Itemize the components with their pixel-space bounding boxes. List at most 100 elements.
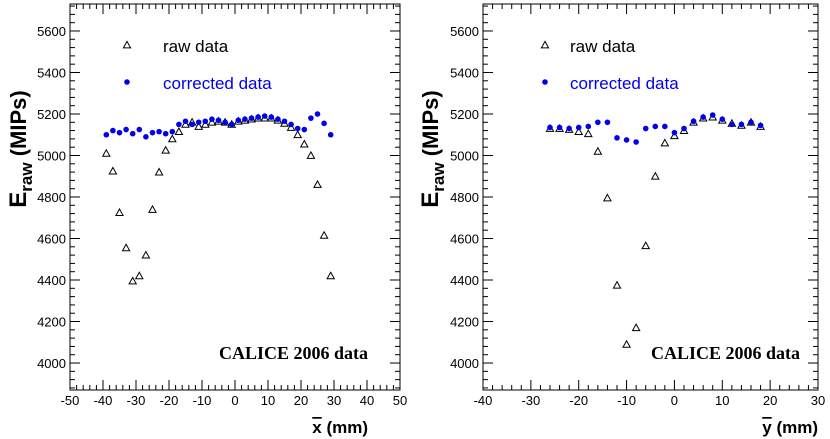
y-tick-label: 4200 <box>450 315 479 330</box>
x-tick-label: -10 <box>617 393 636 408</box>
data-point-corrected <box>308 115 314 121</box>
data-point-raw <box>631 323 641 332</box>
data-point-corrected <box>321 120 327 127</box>
data-point-raw <box>174 126 184 136</box>
data-point-corrected <box>604 119 611 126</box>
data-point-corrected <box>261 113 268 119</box>
chart-panel-1: -50 -40 -30 -20 -10 0 10 20 30 40 50 4000 4200 4400 46… <box>5 3 407 437</box>
data-point-raw <box>612 280 622 289</box>
legend-marker-raw <box>540 40 550 49</box>
data-point-corrected <box>595 119 601 126</box>
series-raw <box>545 112 766 348</box>
y-tick-label: 4600 <box>450 232 479 247</box>
x-tick-label: 30 <box>327 393 341 408</box>
data-point-corrected <box>162 130 169 137</box>
data-point-raw <box>286 122 296 131</box>
y-tick-label: 4800 <box>450 190 479 205</box>
data-point-corrected <box>301 126 308 133</box>
x-tick-label: -30 <box>521 393 540 408</box>
legend-label-corrected: corrected data <box>570 74 679 93</box>
data-point-corrected <box>103 131 110 138</box>
annotation-label: CALICE 2006 data <box>219 343 368 363</box>
data-point-raw <box>574 126 584 136</box>
x-tick-label: -20 <box>569 393 588 408</box>
data-point-corrected <box>662 123 668 130</box>
x-axis-label: x (mm) <box>312 418 368 437</box>
y-tick-label: 4800 <box>37 190 66 205</box>
y-axis-label: Eraw (MIPs) <box>5 90 36 207</box>
data-point-raw <box>207 117 217 126</box>
legend-label-raw: raw data <box>163 37 229 56</box>
data-point-raw <box>115 207 124 216</box>
data-point-corrected <box>614 135 620 141</box>
data-point-corrected <box>116 129 123 136</box>
data-point-raw <box>602 193 612 202</box>
data-point-raw <box>622 339 632 348</box>
y-tick-label: 5600 <box>450 24 479 39</box>
data-point-corrected <box>123 126 129 133</box>
x-tick-label: 0 <box>231 393 238 408</box>
y-tick-label: 5000 <box>450 148 479 163</box>
data-point-raw <box>593 146 603 155</box>
data-point-corrected <box>222 119 228 126</box>
data-point-raw <box>108 166 118 175</box>
data-point-corrected <box>228 121 235 128</box>
data-point-corrected <box>275 116 281 122</box>
data-point-corrected <box>248 115 255 121</box>
y-tick-label: 4400 <box>450 273 479 288</box>
data-point-corrected <box>129 130 136 137</box>
x-tick-label: -10 <box>193 393 212 408</box>
legend-label-corrected: corrected data <box>163 74 272 93</box>
data-point-corrected <box>314 111 321 117</box>
y-tick-label: 5400 <box>37 65 66 80</box>
data-point-corrected <box>110 127 116 134</box>
data-point-corrected <box>195 119 202 126</box>
y-tick-label: 5600 <box>37 24 66 39</box>
data-point-raw <box>650 171 660 180</box>
y-tick-label: 5000 <box>37 148 66 163</box>
data-point-corrected <box>719 116 726 122</box>
data-point-raw <box>326 271 336 280</box>
legend-marker-corrected <box>542 79 548 85</box>
data-point-raw <box>669 131 679 140</box>
data-point-corrected <box>215 117 222 124</box>
data-point-corrected <box>235 117 242 124</box>
x-tick-label: 10 <box>261 393 275 408</box>
data-point-corrected <box>547 124 553 131</box>
x-tick-label: 20 <box>763 393 777 408</box>
data-point-corrected <box>149 129 156 136</box>
x-tick-label: -50 <box>61 393 80 408</box>
y-tick-label: 4000 <box>37 356 66 371</box>
data-point-corrected <box>671 129 678 136</box>
data-point-raw <box>148 204 157 213</box>
y-tick-label: 4200 <box>37 315 66 330</box>
data-point-corrected <box>709 112 716 118</box>
data-point-corrected <box>136 126 143 133</box>
data-point-corrected <box>242 116 248 122</box>
data-point-raw <box>319 230 329 239</box>
data-point-corrected <box>757 122 764 129</box>
y-tick-label: 4400 <box>37 273 66 288</box>
data-point-corrected <box>729 121 735 128</box>
data-point-raw <box>154 167 164 176</box>
data-point-raw <box>293 130 303 139</box>
legend-marker-corrected <box>124 79 130 85</box>
data-point-corrected <box>288 121 294 128</box>
data-point-raw <box>141 250 151 259</box>
x-tick-label: 30 <box>811 393 825 408</box>
data-point-corrected <box>156 128 162 135</box>
data-point-raw <box>194 121 204 130</box>
data-point-corrected <box>681 125 687 132</box>
y-tick-label: 5200 <box>450 107 479 122</box>
data-point-raw <box>128 276 138 285</box>
data-point-raw <box>660 138 670 147</box>
legend-label-raw: raw data <box>570 37 636 56</box>
data-point-corrected <box>690 118 697 125</box>
data-point-corrected <box>556 124 563 131</box>
x-tick-label: -30 <box>127 393 146 408</box>
data-point-corrected <box>294 125 301 132</box>
data-point-raw <box>641 241 651 250</box>
x-tick-label: -40 <box>94 393 113 408</box>
data-point-corrected <box>202 118 209 125</box>
